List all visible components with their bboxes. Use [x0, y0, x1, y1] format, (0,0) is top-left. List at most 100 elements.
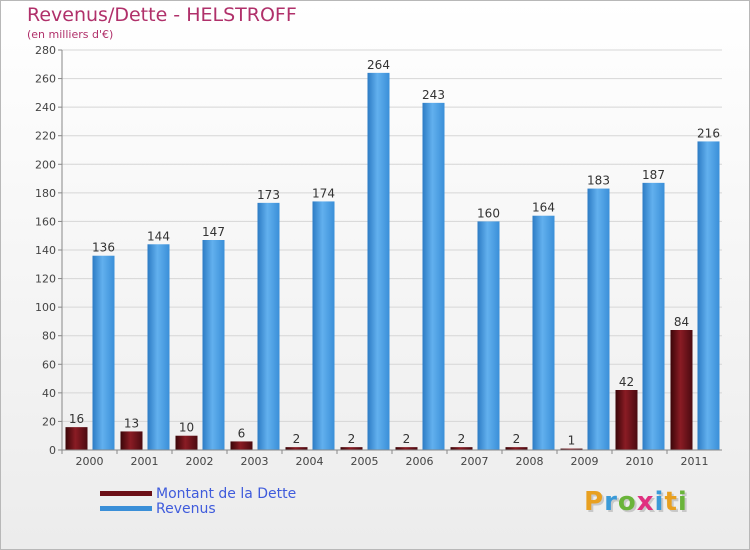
data-label-revenus: 183	[587, 174, 610, 188]
y-tick-label: 200	[35, 158, 56, 171]
data-label-revenus: 164	[532, 201, 555, 215]
y-tick-label: 80	[42, 330, 56, 343]
chart-subtitle: (en milliers d'€)	[27, 28, 114, 41]
legend-item-revenus: Revenus	[100, 500, 296, 517]
logo-letter-shadow: i	[656, 489, 667, 519]
y-tick-label: 260	[35, 73, 56, 86]
y-tick-label: 160	[35, 215, 56, 228]
data-label-revenus: 173	[257, 188, 280, 202]
bar-revenus	[147, 244, 170, 450]
legend-label-dette: Montant de la Dette	[156, 485, 297, 502]
data-label-revenus: 174	[312, 186, 335, 200]
bar-revenus	[367, 72, 390, 450]
bar-revenus	[477, 221, 500, 450]
data-label-dette: 13	[124, 416, 139, 430]
bar-revenus	[92, 255, 115, 450]
legend-item-dette: Montant de la Dette	[100, 485, 297, 502]
bar-dette	[230, 441, 253, 450]
logo-letter: r	[604, 487, 618, 517]
logo-letter: x	[636, 487, 655, 517]
logo-letter-shadow: x	[638, 489, 657, 519]
data-label-dette: 6	[238, 426, 246, 440]
x-tick-label: 2002	[186, 455, 214, 468]
x-tick-label: 2011	[681, 455, 709, 468]
x-tick-label: 2004	[296, 455, 324, 468]
bar-revenus	[312, 201, 335, 450]
x-tick-label: 2001	[131, 455, 159, 468]
bar-revenus	[587, 188, 610, 451]
logo-letter-shadow: P	[586, 489, 607, 519]
y-tick-label: 60	[42, 358, 56, 371]
data-label-dette: 10	[179, 421, 194, 435]
logo-letter-shadow: o	[619, 489, 639, 519]
proxiti-logo: Proxiti Proxiti	[584, 487, 690, 519]
y-tick-label: 40	[42, 387, 56, 400]
x-tick-label: 2000	[76, 455, 104, 468]
data-label-revenus: 187	[642, 168, 665, 182]
x-tick-label: 2008	[516, 455, 544, 468]
data-label-dette: 84	[674, 315, 689, 329]
data-label-revenus: 264	[367, 58, 390, 72]
data-label-dette: 42	[619, 375, 634, 389]
data-label-revenus: 144	[147, 229, 170, 243]
logo-letter-shadow: i	[679, 489, 690, 519]
data-label-dette: 1	[568, 434, 576, 448]
y-tick-label: 140	[35, 244, 56, 257]
data-label-dette: 2	[513, 432, 521, 446]
y-tick-label: 240	[35, 101, 56, 114]
x-tick-label: 2007	[461, 455, 489, 468]
data-label-dette: 2	[293, 432, 301, 446]
bar-dette	[615, 390, 638, 450]
data-label-dette: 2	[458, 432, 466, 446]
logo-letter: t	[664, 487, 678, 517]
y-tick-label: 100	[35, 301, 56, 314]
logo-shadow: Proxiti	[586, 489, 690, 519]
bar-revenus	[422, 102, 445, 450]
data-label-dette: 16	[69, 412, 84, 426]
legend-swatch-dette	[100, 491, 152, 496]
x-tick-label: 2009	[571, 455, 599, 468]
bar-dette	[65, 427, 88, 450]
bar-dette	[450, 447, 473, 450]
logo-letter: i	[677, 487, 688, 517]
logo-letter-shadow: t	[666, 489, 680, 519]
data-label-dette: 2	[403, 432, 411, 446]
y-tick-label: 220	[35, 130, 56, 143]
legend-label-revenus: Revenus	[156, 500, 216, 517]
bar-dette	[670, 330, 693, 450]
bar-dette	[560, 448, 583, 450]
bar-dette	[340, 447, 363, 450]
x-tick-label: 2003	[241, 455, 269, 468]
bar-dette	[505, 447, 528, 450]
bar-revenus	[257, 202, 280, 450]
y-tick-label: 0	[49, 444, 56, 457]
bar-revenus	[697, 141, 720, 450]
bar-dette	[395, 447, 418, 450]
y-tick-label: 120	[35, 273, 56, 286]
bar-dette	[175, 435, 198, 450]
chart-title: Revenus/Dette - HELSTROFF	[27, 4, 297, 26]
legend-swatch-revenus	[100, 506, 152, 511]
bar-revenus	[532, 215, 555, 450]
logo-letter: P	[584, 487, 605, 517]
y-tick-label: 280	[35, 44, 56, 57]
logo-letter-shadow: r	[606, 489, 620, 519]
logo-letter: o	[617, 487, 637, 517]
bar-revenus	[642, 182, 665, 450]
logo-text: Proxiti	[584, 487, 688, 517]
data-label-revenus: 160	[477, 206, 500, 220]
bar-dette	[285, 447, 308, 450]
legend: Montant de la Dette Revenus	[100, 485, 297, 517]
bar-dette	[120, 431, 143, 450]
data-label-revenus: 136	[92, 241, 115, 255]
data-label-revenus: 216	[697, 126, 720, 140]
x-tick-label: 2010	[626, 455, 654, 468]
data-label-dette: 2	[348, 432, 356, 446]
data-label-revenus: 147	[202, 225, 225, 239]
bar-revenus	[202, 240, 225, 450]
y-tick-label: 20	[42, 415, 56, 428]
x-tick-label: 2006	[406, 455, 434, 468]
y-tick-label: 180	[35, 187, 56, 200]
x-tick-label: 2005	[351, 455, 379, 468]
